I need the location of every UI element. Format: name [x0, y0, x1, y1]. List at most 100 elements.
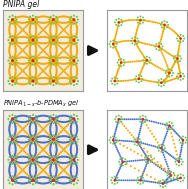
Circle shape [55, 47, 58, 49]
Circle shape [14, 131, 17, 133]
Circle shape [11, 56, 14, 58]
Circle shape [10, 177, 12, 179]
Circle shape [178, 66, 180, 68]
Circle shape [40, 115, 42, 117]
Circle shape [72, 138, 74, 140]
Circle shape [180, 150, 182, 152]
Circle shape [20, 162, 23, 164]
Circle shape [34, 164, 36, 166]
Circle shape [51, 42, 53, 44]
Circle shape [52, 175, 55, 177]
Circle shape [115, 146, 117, 148]
Circle shape [73, 64, 75, 66]
Circle shape [53, 178, 55, 180]
Circle shape [73, 80, 75, 82]
Circle shape [18, 16, 20, 18]
Circle shape [132, 118, 134, 120]
Circle shape [13, 122, 15, 124]
Circle shape [165, 161, 167, 163]
Circle shape [155, 43, 157, 45]
Circle shape [146, 63, 148, 65]
Circle shape [76, 36, 78, 38]
Circle shape [148, 158, 149, 160]
Circle shape [69, 116, 71, 118]
Circle shape [55, 17, 57, 19]
Circle shape [182, 141, 184, 143]
Circle shape [73, 159, 75, 161]
Circle shape [70, 65, 73, 67]
Circle shape [32, 39, 34, 41]
Circle shape [19, 141, 21, 143]
Circle shape [143, 79, 145, 81]
Circle shape [32, 80, 34, 82]
Circle shape [75, 44, 77, 46]
Circle shape [9, 33, 11, 35]
Circle shape [54, 40, 56, 42]
Circle shape [15, 120, 17, 122]
Circle shape [32, 60, 34, 62]
Circle shape [29, 74, 31, 76]
Circle shape [134, 39, 136, 40]
Circle shape [34, 178, 37, 180]
Circle shape [35, 67, 37, 69]
Circle shape [32, 118, 34, 120]
Circle shape [68, 43, 70, 46]
Circle shape [38, 115, 40, 117]
Circle shape [56, 177, 58, 179]
Circle shape [177, 178, 179, 180]
Circle shape [67, 77, 69, 79]
Circle shape [55, 182, 57, 184]
Circle shape [33, 79, 35, 81]
Circle shape [76, 152, 78, 154]
Circle shape [33, 42, 35, 44]
Circle shape [34, 54, 36, 57]
Circle shape [36, 122, 38, 124]
Circle shape [167, 71, 168, 73]
Circle shape [52, 60, 55, 62]
Circle shape [9, 16, 11, 18]
Circle shape [42, 182, 44, 185]
Circle shape [34, 63, 36, 65]
Circle shape [13, 178, 15, 180]
Circle shape [144, 56, 146, 58]
Circle shape [148, 20, 150, 22]
Circle shape [32, 80, 34, 82]
Circle shape [47, 132, 49, 135]
Circle shape [71, 177, 74, 179]
Circle shape [17, 182, 19, 184]
Circle shape [38, 83, 40, 85]
Circle shape [14, 17, 16, 19]
Circle shape [42, 29, 44, 31]
Circle shape [49, 48, 51, 50]
Circle shape [124, 163, 126, 165]
Circle shape [114, 179, 116, 182]
Circle shape [159, 185, 161, 187]
Circle shape [112, 136, 114, 137]
Circle shape [183, 177, 185, 179]
Circle shape [160, 147, 162, 149]
Circle shape [61, 83, 64, 85]
Circle shape [121, 40, 123, 42]
Circle shape [13, 22, 15, 25]
Circle shape [11, 84, 14, 86]
Circle shape [9, 66, 11, 68]
Circle shape [32, 80, 34, 82]
Circle shape [58, 136, 60, 138]
Circle shape [131, 43, 133, 44]
Circle shape [73, 179, 75, 182]
Circle shape [29, 141, 31, 143]
Circle shape [161, 35, 163, 37]
Circle shape [163, 49, 165, 51]
Circle shape [75, 133, 77, 135]
Circle shape [54, 140, 56, 142]
Circle shape [74, 20, 76, 22]
Circle shape [15, 41, 17, 43]
Circle shape [69, 161, 71, 163]
Circle shape [52, 138, 55, 140]
Circle shape [70, 47, 72, 49]
Circle shape [61, 63, 64, 65]
Circle shape [11, 119, 13, 121]
Circle shape [19, 162, 21, 164]
Circle shape [52, 159, 55, 161]
Circle shape [13, 38, 15, 40]
